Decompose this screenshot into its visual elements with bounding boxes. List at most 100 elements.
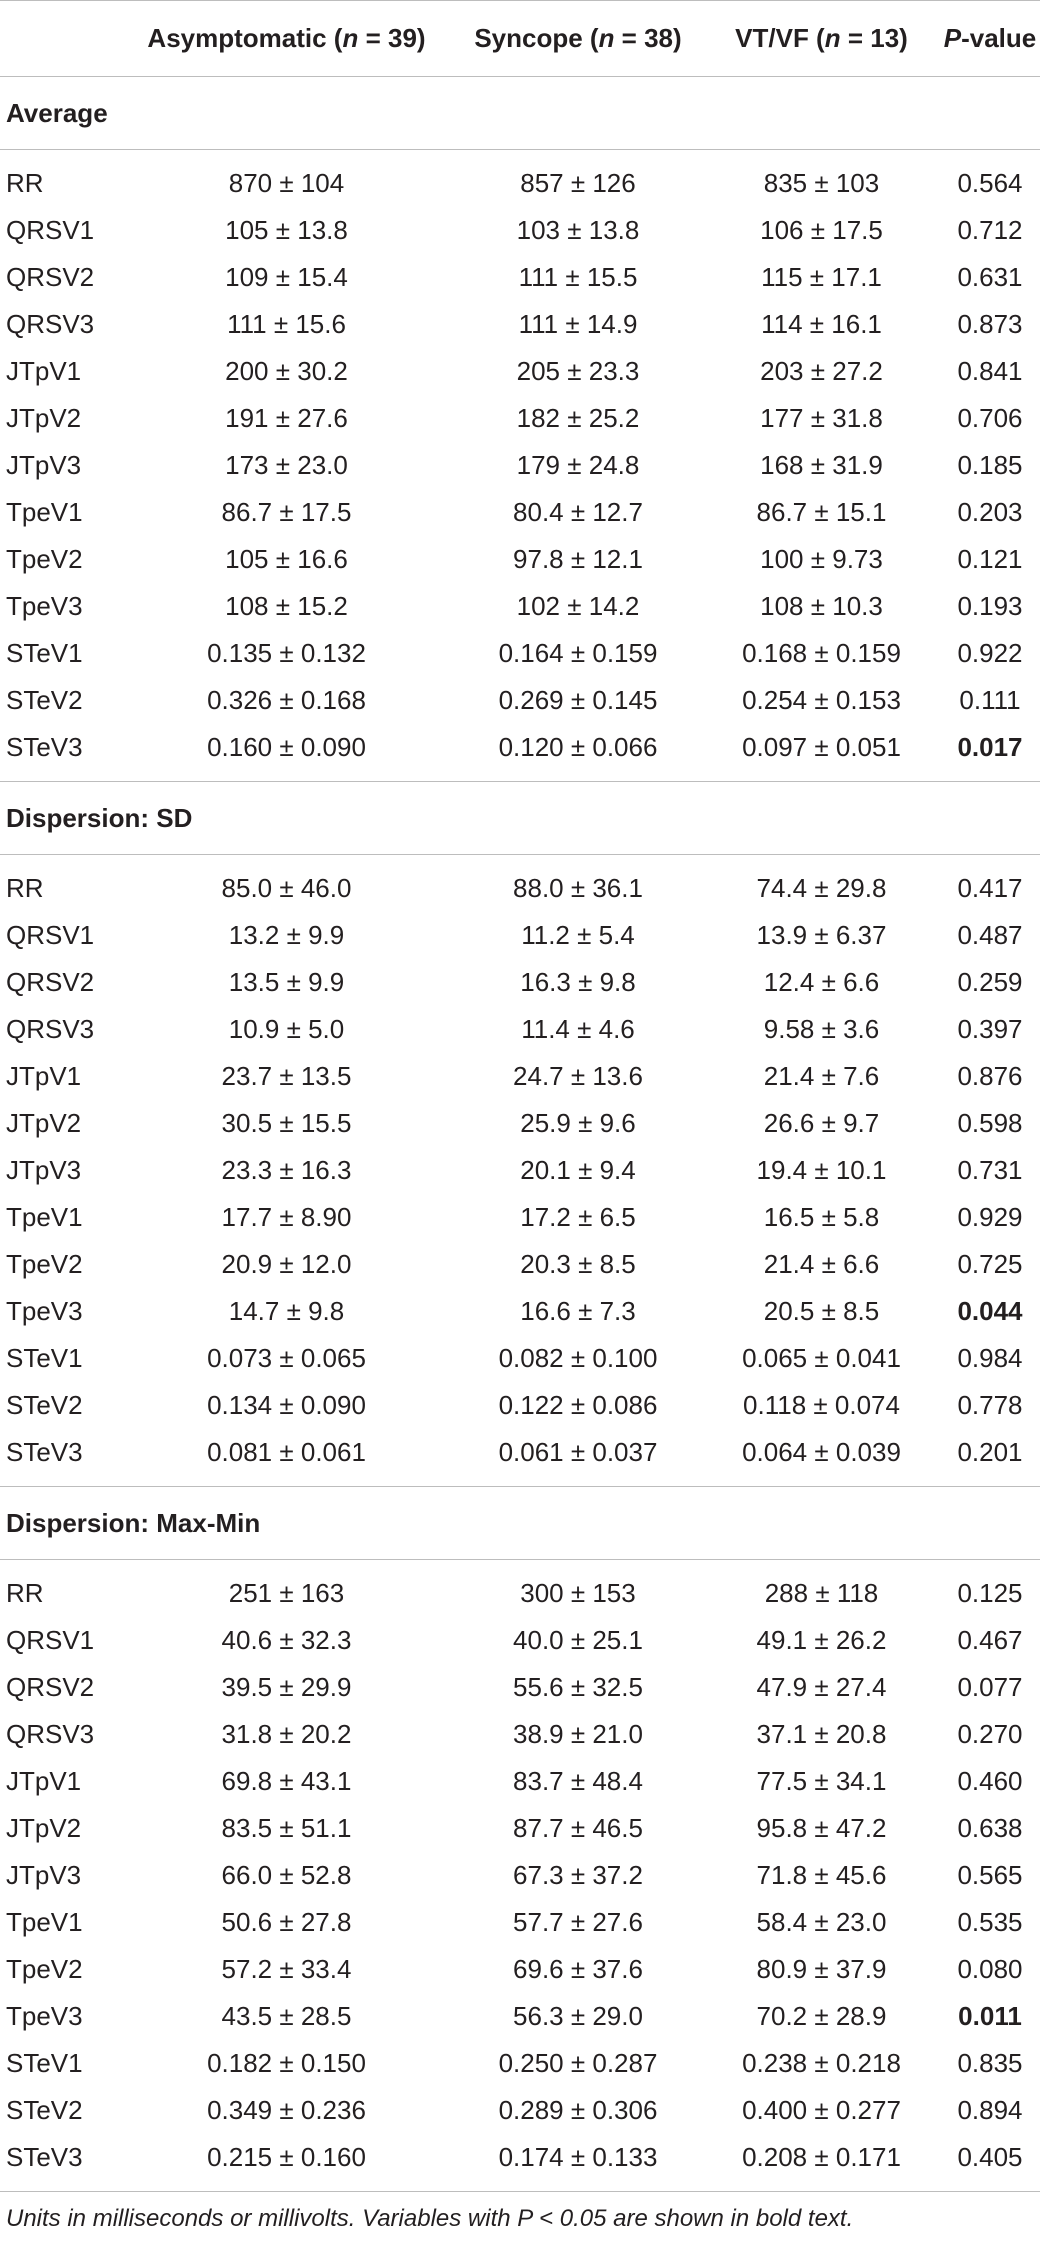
table-row: TpeV3 108 ± 15.2 102 ± 14.2 108 ± 10.3 0.193 (0, 583, 1040, 630)
cell-p-value: 0.121 (957, 544, 1023, 574)
cell-syncope: 88.0 ± 36.1 (513, 873, 643, 903)
cell-asymptomatic: 0.349 ± 0.236 (207, 2095, 366, 2125)
row-label: QRSV1 (6, 920, 95, 950)
cell-vtvf: 115 ± 17.1 (761, 262, 882, 292)
cell-vtvf: 114 ± 16.1 (761, 309, 882, 339)
cell-vtvf: 95.8 ± 47.2 (756, 1813, 887, 1843)
cell-asymptomatic: 108 ± 15.2 (225, 591, 348, 621)
cell-asymptomatic: 111 ± 15.6 (227, 309, 346, 339)
table-row: JTpV1 23.7 ± 13.5 24.7 ± 13.6 21.4 ± 7.6 0.8… (0, 1053, 1040, 1100)
table-row: RR 870 ± 104 857 ± 126 835 ± 103 0.564 (0, 150, 1040, 208)
cell-vtvf: 71.8 ± 45.6 (756, 1860, 887, 1890)
cell-vtvf: 13.9 ± 6.37 (756, 920, 887, 950)
table-row: QRSV3 31.8 ± 20.2 38.9 ± 21.0 37.1 ± 20.8 0.… (0, 1711, 1040, 1758)
cell-p-value: 0.259 (957, 967, 1023, 997)
cell-vtvf: 16.5 ± 5.8 (763, 1202, 880, 1232)
cell-syncope: 16.6 ± 7.3 (520, 1296, 636, 1326)
table-row: TpeV1 86.7 ± 17.5 80.4 ± 12.7 86.7 ± 15.1 0.… (0, 489, 1040, 536)
cell-vtvf: 0.208 ± 0.171 (703, 2134, 940, 2192)
cell-vtvf: 49.1 ± 26.2 (756, 1625, 887, 1655)
cell-syncope: 857 ± 126 (520, 168, 636, 198)
cell-asymptomatic: 86.7 ± 17.5 (221, 497, 352, 527)
cell-asymptomatic: 69.8 ± 43.1 (221, 1766, 352, 1796)
cell-asymptomatic: 0.182 ± 0.150 (207, 2048, 366, 2078)
row-label: TpeV1 (6, 1907, 83, 1937)
cell-asymptomatic: 39.5 ± 29.9 (221, 1672, 352, 1702)
cell-syncope: 20.1 ± 9.4 (520, 1155, 636, 1185)
cell-asymptomatic: 83.5 ± 51.1 (221, 1813, 352, 1843)
cell-syncope: 103 ± 13.8 (516, 215, 640, 245)
cell-asymptomatic: 173 ± 23.0 (225, 450, 348, 480)
table-row: STeV2 0.349 ± 0.236 0.289 ± 0.306 0.400 ± 0… (0, 2087, 1040, 2134)
cell-vtvf: 108 ± 10.3 (760, 591, 883, 621)
row-label: STeV1 (6, 1343, 83, 1373)
cell-p-value: 0.203 (957, 497, 1023, 527)
row-label: JTpV1 (6, 356, 82, 386)
cell-p-value: 0.922 (957, 638, 1023, 668)
cell-p-value: 0.460 (957, 1766, 1023, 1796)
cell-vtvf: 21.4 ± 7.6 (763, 1061, 880, 1091)
cell-syncope: 182 ± 25.2 (516, 403, 640, 433)
cell-asymptomatic: 23.7 ± 13.5 (221, 1061, 352, 1091)
cell-p-value: 0.638 (957, 1813, 1023, 1843)
table-row: STeV1 0.182 ± 0.150 0.250 ± 0.287 0.238 ± 0… (0, 2040, 1040, 2087)
cell-asymptomatic: 17.7 ± 8.90 (221, 1202, 352, 1232)
cell-syncope: 67.3 ± 37.2 (513, 1860, 643, 1890)
cell-vtvf: 80.9 ± 37.9 (756, 1954, 887, 1984)
cell-p-value: 0.487 (957, 920, 1023, 950)
row-label: TpeV3 (6, 591, 83, 621)
cell-asymptomatic: 200 ± 30.2 (225, 356, 348, 386)
table-row: RR 251 ± 163 300 ± 153 288 ± 118 0.125 (0, 1560, 1040, 1618)
row-label: TpeV1 (6, 1202, 83, 1232)
cell-syncope: 111 ± 14.9 (518, 309, 638, 339)
cell-p-value: 0.467 (957, 1625, 1023, 1655)
row-label: QRSV3 (6, 1719, 95, 1749)
cell-vtvf: 835 ± 103 (763, 168, 880, 198)
cell-asymptomatic: 0.081 ± 0.061 (120, 1429, 453, 1487)
table-row: QRSV2 13.5 ± 9.9 16.3 ± 9.8 12.4 ± 6.6 0.259 (0, 959, 1040, 1006)
cell-asymptomatic: 0.215 ± 0.160 (120, 2134, 453, 2192)
cell-vtvf: 21.4 ± 6.6 (763, 1249, 880, 1279)
cell-asymptomatic: 30.5 ± 15.5 (221, 1108, 352, 1138)
cell-p-value: 0.417 (957, 873, 1023, 903)
cell-asymptomatic: 10.9 ± 5.0 (228, 1014, 345, 1044)
row-label: STeV1 (6, 2048, 83, 2078)
cell-vtvf: 37.1 ± 20.8 (756, 1719, 887, 1749)
table-row: JTpV3 66.0 ± 52.8 67.3 ± 37.2 71.8 ± 45.6 0.… (0, 1852, 1040, 1899)
cell-asymptomatic: 13.2 ± 9.9 (228, 920, 345, 950)
table-row: JTpV3 173 ± 23.0 179 ± 24.8 168 ± 31.9 0.185 (0, 442, 1040, 489)
table-row: QRSV2 109 ± 15.4 111 ± 15.5 115 ± 17.1 0.631 (0, 254, 1040, 301)
cell-syncope: 0.122 ± 0.086 (498, 1390, 658, 1420)
table-row: TpeV3 43.5 ± 28.5 56.3 ± 29.0 70.2 ± 28.9 0.… (0, 1993, 1040, 2040)
row-label: JTpV1 (6, 1061, 82, 1091)
cell-p-value: 0.080 (957, 1954, 1023, 1984)
cell-p-value: 0.778 (957, 1390, 1023, 1420)
table-row: TpeV2 105 ± 16.6 97.8 ± 12.1 100 ± 9.73 0.12… (0, 536, 1040, 583)
cell-syncope: 0.061 ± 0.037 (453, 1429, 703, 1487)
row-label: QRSV3 (6, 1014, 95, 1044)
cell-syncope: 57.7 ± 27.6 (513, 1907, 643, 1937)
header-variable (0, 0, 120, 77)
cell-syncope: 97.8 ± 12.1 (513, 544, 643, 574)
table-row: JTpV3 23.3 ± 16.3 20.1 ± 9.4 19.4 ± 10.1 0.7… (0, 1147, 1040, 1194)
cell-p-value: 0.725 (957, 1249, 1023, 1279)
cell-vtvf: 86.7 ± 15.1 (756, 497, 887, 527)
cell-p-value: 0.876 (957, 1061, 1023, 1091)
row-label: JTpV2 (6, 1813, 82, 1843)
cell-p-value: 0.405 (940, 2134, 1040, 2192)
cell-asymptomatic: 57.2 ± 33.4 (221, 1954, 352, 1984)
row-label: TpeV1 (6, 497, 83, 527)
cell-syncope: 300 ± 153 (520, 1578, 636, 1608)
cell-asymptomatic: 43.5 ± 28.5 (221, 2001, 352, 2031)
cell-p-value: 0.731 (957, 1155, 1023, 1185)
cell-p-value: 0.984 (957, 1343, 1023, 1373)
table-row: QRSV1 13.2 ± 9.9 11.2 ± 5.4 13.9 ± 6.37 0.48… (0, 912, 1040, 959)
cell-vtvf: 12.4 ± 6.6 (763, 967, 880, 997)
cell-syncope: 179 ± 24.8 (516, 450, 640, 480)
section-title: Dispersion: Max-Min (0, 1486, 1040, 1560)
cell-syncope: 0.082 ± 0.100 (498, 1343, 658, 1373)
row-label: QRSV2 (6, 1672, 95, 1702)
cell-syncope: 102 ± 14.2 (516, 591, 640, 621)
cell-p-value: 0.077 (957, 1672, 1023, 1702)
